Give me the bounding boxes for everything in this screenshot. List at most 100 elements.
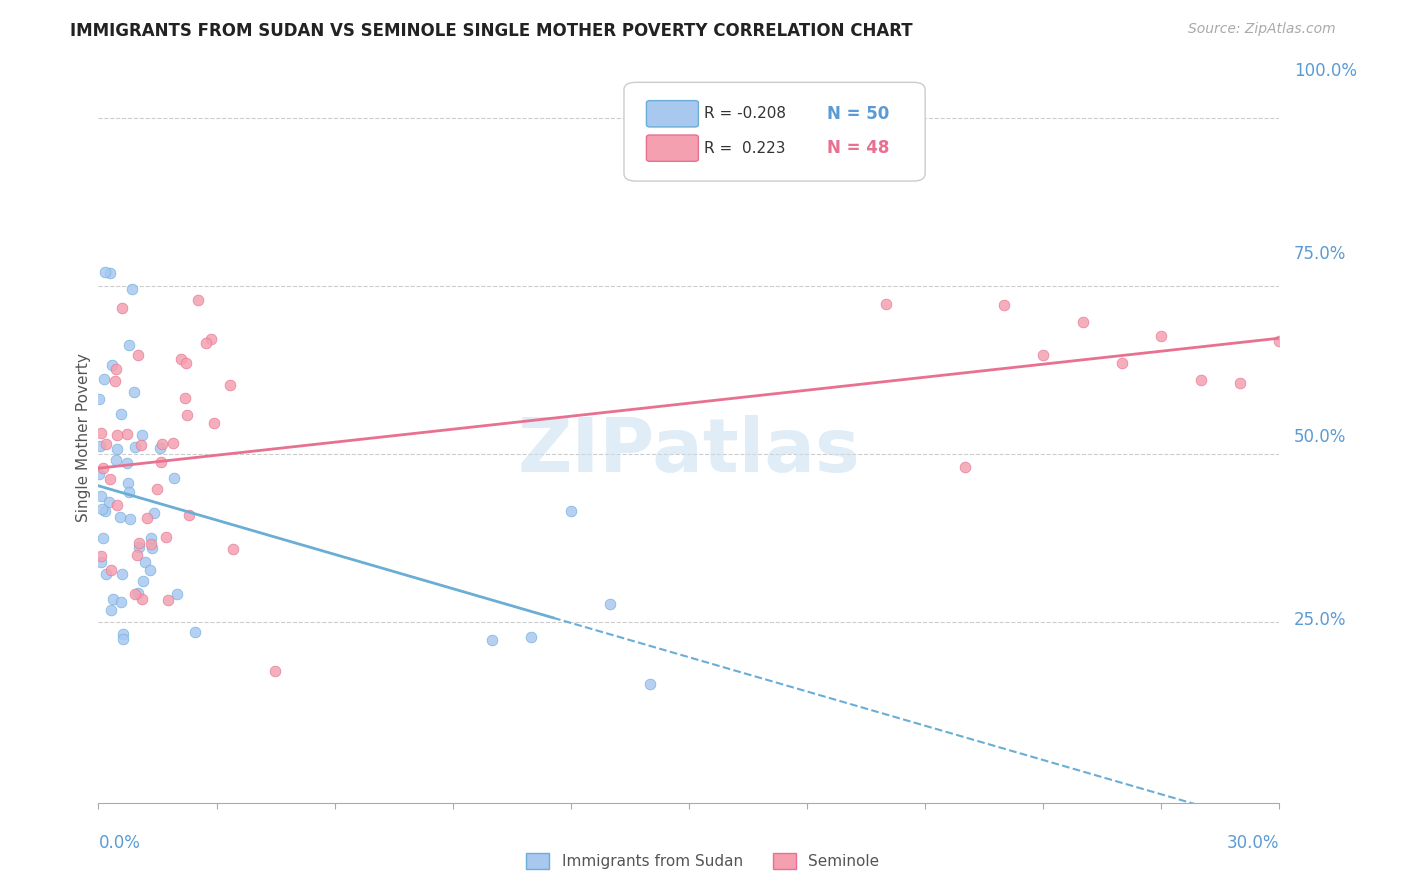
Point xyxy=(1071,315,1094,329)
Text: ZIPatlas: ZIPatlas xyxy=(517,415,860,488)
Point xyxy=(90,555,112,569)
Point xyxy=(103,374,125,388)
Point xyxy=(139,563,162,577)
Text: 0.0%: 0.0% xyxy=(98,834,141,852)
Point xyxy=(118,512,141,526)
Text: R = -0.208: R = -0.208 xyxy=(704,106,786,121)
Text: 100.0%: 100.0% xyxy=(1294,62,1357,80)
FancyBboxPatch shape xyxy=(647,101,699,127)
Point xyxy=(98,472,121,486)
Point xyxy=(1229,376,1251,390)
Point xyxy=(90,489,112,503)
Point xyxy=(150,437,173,451)
Point xyxy=(141,532,163,546)
Text: N = 48: N = 48 xyxy=(827,139,890,157)
Point xyxy=(174,355,197,369)
Point xyxy=(200,332,222,346)
Point xyxy=(100,603,122,617)
Point xyxy=(117,456,139,470)
Point xyxy=(124,440,146,454)
Point xyxy=(560,504,582,518)
Point xyxy=(143,506,166,520)
Point xyxy=(101,592,124,607)
Point xyxy=(118,484,141,499)
Point xyxy=(87,467,110,482)
Point xyxy=(111,566,134,581)
Point xyxy=(122,384,145,399)
Point xyxy=(110,408,132,422)
Point xyxy=(184,625,207,640)
Point xyxy=(101,358,124,372)
Point xyxy=(146,483,169,497)
Point xyxy=(638,676,661,690)
Point xyxy=(128,536,150,550)
Point xyxy=(156,593,179,607)
Point xyxy=(195,336,218,351)
Point xyxy=(117,476,139,491)
Point xyxy=(177,508,200,523)
Point xyxy=(131,428,153,442)
FancyBboxPatch shape xyxy=(647,135,699,161)
Point xyxy=(124,587,146,601)
Point xyxy=(953,460,976,475)
Point xyxy=(481,633,503,648)
Point xyxy=(163,471,186,485)
Text: 30.0%: 30.0% xyxy=(1227,834,1279,852)
Point xyxy=(93,372,115,386)
Text: 50.0%: 50.0% xyxy=(1294,428,1346,446)
Point xyxy=(87,392,110,406)
Point xyxy=(131,592,153,607)
Point xyxy=(1189,373,1212,387)
Text: IMMIGRANTS FROM SUDAN VS SEMINOLE SINGLE MOTHER POVERTY CORRELATION CHART: IMMIGRANTS FROM SUDAN VS SEMINOLE SINGLE… xyxy=(70,22,912,40)
Point xyxy=(91,460,114,475)
Point xyxy=(875,297,897,311)
Point xyxy=(91,502,114,516)
Point xyxy=(105,453,128,467)
Point xyxy=(202,417,225,431)
Point xyxy=(128,540,150,554)
Point xyxy=(94,265,117,279)
Point xyxy=(166,586,188,600)
Point xyxy=(162,436,184,450)
Point xyxy=(98,267,121,281)
FancyBboxPatch shape xyxy=(624,82,925,181)
Point xyxy=(218,378,240,392)
Point xyxy=(94,437,117,451)
Text: Source: ZipAtlas.com: Source: ZipAtlas.com xyxy=(1188,22,1336,37)
Point xyxy=(105,442,128,457)
Point xyxy=(89,439,111,453)
Point xyxy=(1150,329,1173,343)
Point xyxy=(155,530,177,544)
Point xyxy=(108,510,131,524)
Point xyxy=(141,541,163,555)
Point xyxy=(134,555,156,569)
Point xyxy=(1111,355,1133,369)
Point xyxy=(118,338,141,352)
Text: 25.0%: 25.0% xyxy=(1294,611,1346,629)
Point xyxy=(105,498,128,512)
Text: 75.0%: 75.0% xyxy=(1294,245,1346,263)
Point xyxy=(1268,334,1291,348)
Point xyxy=(96,567,118,582)
Point xyxy=(1032,348,1054,362)
Y-axis label: Single Mother Poverty: Single Mother Poverty xyxy=(76,352,91,522)
Point xyxy=(174,392,197,406)
Point xyxy=(127,348,149,362)
Point xyxy=(100,563,122,577)
Point xyxy=(121,282,143,296)
Point xyxy=(264,665,287,679)
Point xyxy=(187,293,209,307)
Point xyxy=(169,351,191,366)
Point xyxy=(110,595,132,609)
Point xyxy=(111,301,134,316)
Point xyxy=(136,511,159,525)
Point xyxy=(599,597,621,611)
Point xyxy=(91,531,114,545)
Text: R =  0.223: R = 0.223 xyxy=(704,141,786,156)
Point xyxy=(993,298,1015,312)
Point xyxy=(129,438,152,452)
Point xyxy=(132,574,155,588)
Point xyxy=(105,428,128,442)
Point xyxy=(222,541,245,556)
Point xyxy=(104,362,127,376)
